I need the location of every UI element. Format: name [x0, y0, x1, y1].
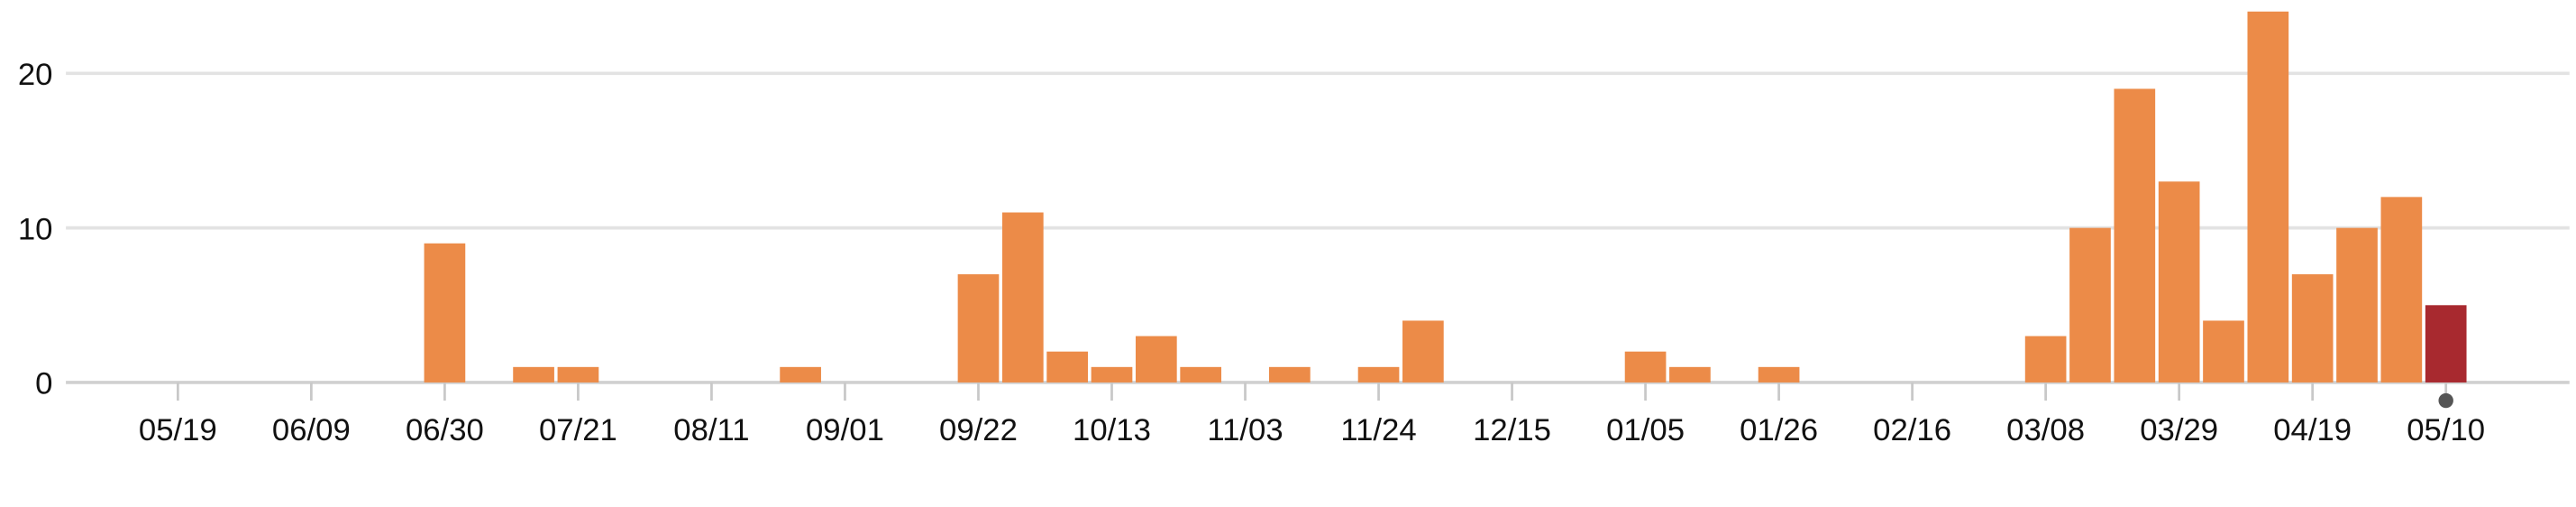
x-tick-label: 01/26 [1740, 413, 1818, 447]
chart-canvas: 0 10 20 05/19 06/09 06/30 07/21 08/11 09/01 09/2… [18, 11, 2570, 447]
x-tick-label: 05/19 [139, 413, 217, 447]
bar[interactable] [2158, 181, 2200, 383]
x-tick-label: 09/22 [939, 413, 1018, 447]
bar[interactable] [2069, 227, 2111, 383]
x-tick-label: 04/19 [2273, 413, 2352, 447]
y-tick-label: 20 [18, 58, 53, 92]
x-tick-label: 03/29 [2140, 413, 2218, 447]
bar[interactable] [2247, 11, 2289, 383]
bar[interactable] [2291, 274, 2334, 383]
y-axis: 0 10 20 [18, 58, 53, 401]
bar[interactable] [1669, 366, 1711, 383]
bar[interactable] [2114, 88, 2156, 383]
bar[interactable] [1001, 212, 1044, 383]
bar[interactable] [513, 366, 554, 383]
bar[interactable] [557, 366, 599, 383]
bars [424, 11, 2467, 383]
bar[interactable] [1269, 366, 1311, 383]
x-tick-label: 11/03 [1207, 413, 1283, 447]
x-tick-label: 10/13 [1073, 413, 1151, 447]
bar[interactable] [1135, 336, 1177, 383]
x-tick-label: 12/15 [1473, 413, 1551, 447]
x-tick-label: 06/30 [406, 413, 484, 447]
x-tick-label: 06/09 [272, 413, 351, 447]
y-tick-label: 0 [35, 367, 52, 401]
bar[interactable] [1402, 320, 1444, 383]
bar[interactable] [2024, 336, 2067, 383]
bar[interactable] [1357, 366, 1400, 383]
bar[interactable] [1624, 351, 1667, 383]
bar[interactable] [1046, 351, 1088, 383]
x-tick-label: 03/08 [2006, 413, 2085, 447]
bar[interactable] [2380, 197, 2423, 383]
bar[interactable] [1180, 366, 1222, 383]
x-axis: 05/19 06/09 06/30 07/21 08/11 09/01 09/22 10/13… [139, 382, 2485, 447]
bar-chart: 0 10 20 05/19 06/09 06/30 07/21 08/11 09/01 09/2… [18, 11, 2570, 447]
x-tick-label: 09/01 [806, 413, 884, 447]
current-week-marker-group [2438, 392, 2453, 409]
x-tick-label: 08/11 [673, 413, 749, 447]
bar[interactable] [1091, 366, 1133, 383]
bar[interactable] [2203, 320, 2244, 383]
bar-current-week[interactable] [2425, 305, 2467, 383]
bar[interactable] [2336, 227, 2378, 383]
bar[interactable] [957, 274, 1000, 383]
x-tick-label: 02/16 [1873, 413, 1951, 447]
x-tick-label: 07/21 [539, 413, 617, 447]
x-tick-label: 01/05 [1606, 413, 1685, 447]
x-tick-label: 05/10 [2407, 413, 2485, 447]
bar[interactable] [1758, 366, 1800, 383]
bar[interactable] [424, 243, 466, 383]
current-week-marker [2438, 392, 2453, 409]
y-tick-label: 10 [18, 212, 53, 246]
bar[interactable] [780, 366, 821, 383]
x-tick-label: 11/24 [1340, 413, 1416, 447]
